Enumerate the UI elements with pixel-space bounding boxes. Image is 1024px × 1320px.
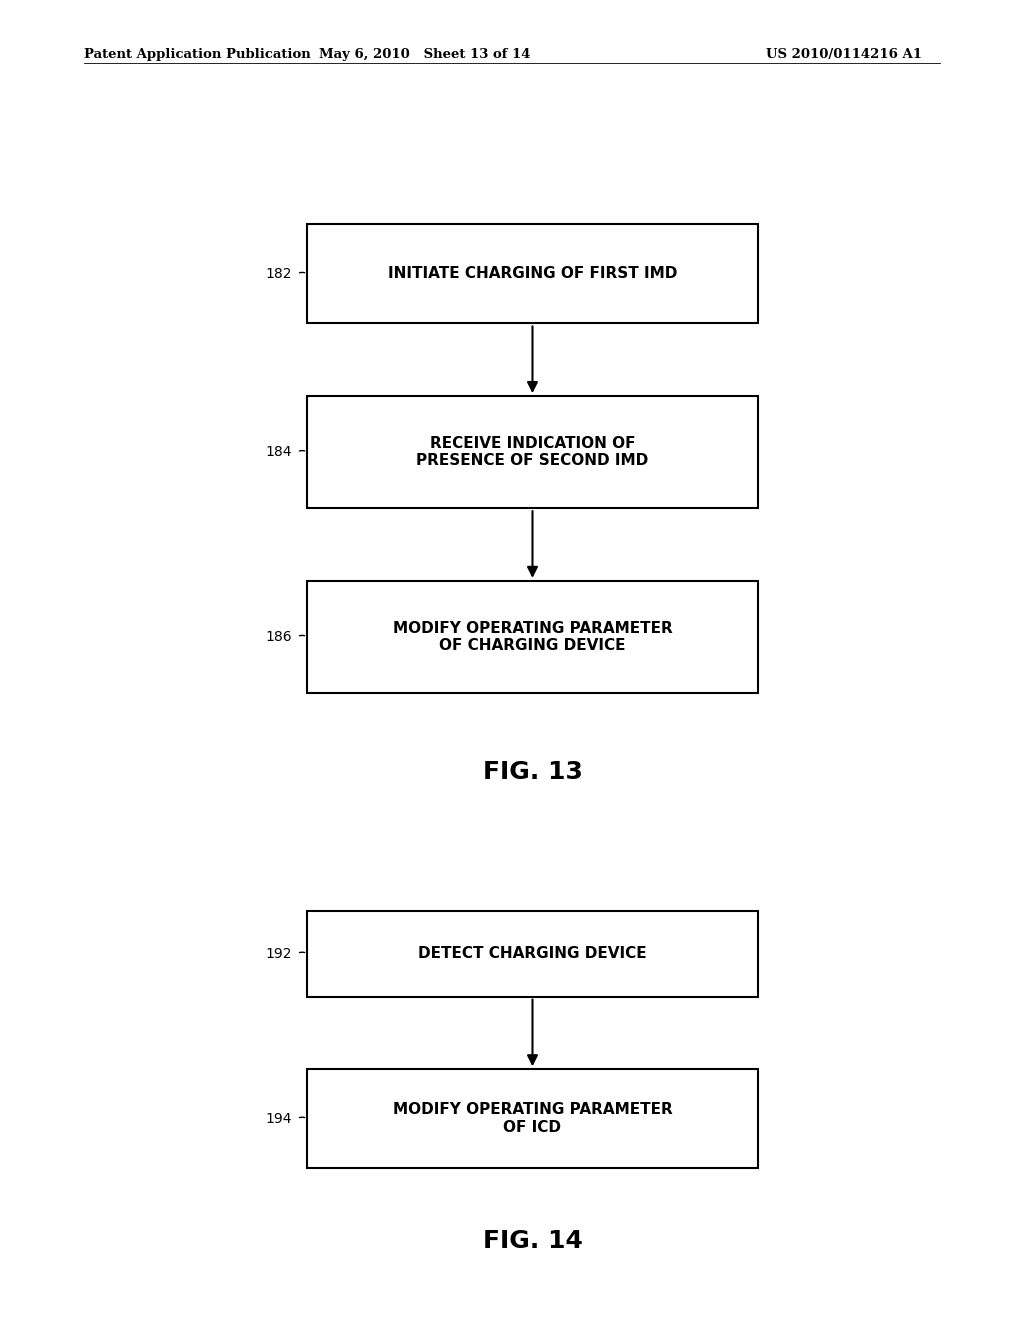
Bar bbox=[307, 1069, 758, 1168]
Text: RECEIVE INDICATION OF
PRESENCE OF SECOND IMD: RECEIVE INDICATION OF PRESENCE OF SECOND… bbox=[417, 436, 648, 469]
Text: 184: 184 bbox=[265, 445, 292, 459]
Text: FIG. 13: FIG. 13 bbox=[482, 760, 583, 784]
Text: MODIFY OPERATING PARAMETER
OF CHARGING DEVICE: MODIFY OPERATING PARAMETER OF CHARGING D… bbox=[392, 620, 673, 653]
Bar bbox=[307, 911, 758, 997]
Text: May 6, 2010   Sheet 13 of 14: May 6, 2010 Sheet 13 of 14 bbox=[319, 48, 530, 61]
Text: 192: 192 bbox=[265, 946, 292, 961]
Text: 186: 186 bbox=[265, 630, 292, 644]
Bar bbox=[307, 581, 758, 693]
Text: 194: 194 bbox=[265, 1111, 292, 1126]
Text: US 2010/0114216 A1: US 2010/0114216 A1 bbox=[766, 48, 922, 61]
Text: FIG. 14: FIG. 14 bbox=[482, 1229, 583, 1253]
Text: Patent Application Publication: Patent Application Publication bbox=[84, 48, 310, 61]
Text: 182: 182 bbox=[265, 267, 292, 281]
Text: INITIATE CHARGING OF FIRST IMD: INITIATE CHARGING OF FIRST IMD bbox=[388, 267, 677, 281]
Bar bbox=[307, 396, 758, 508]
Bar bbox=[307, 224, 758, 323]
Text: MODIFY OPERATING PARAMETER
OF ICD: MODIFY OPERATING PARAMETER OF ICD bbox=[392, 1102, 673, 1135]
Text: DETECT CHARGING DEVICE: DETECT CHARGING DEVICE bbox=[418, 946, 647, 961]
